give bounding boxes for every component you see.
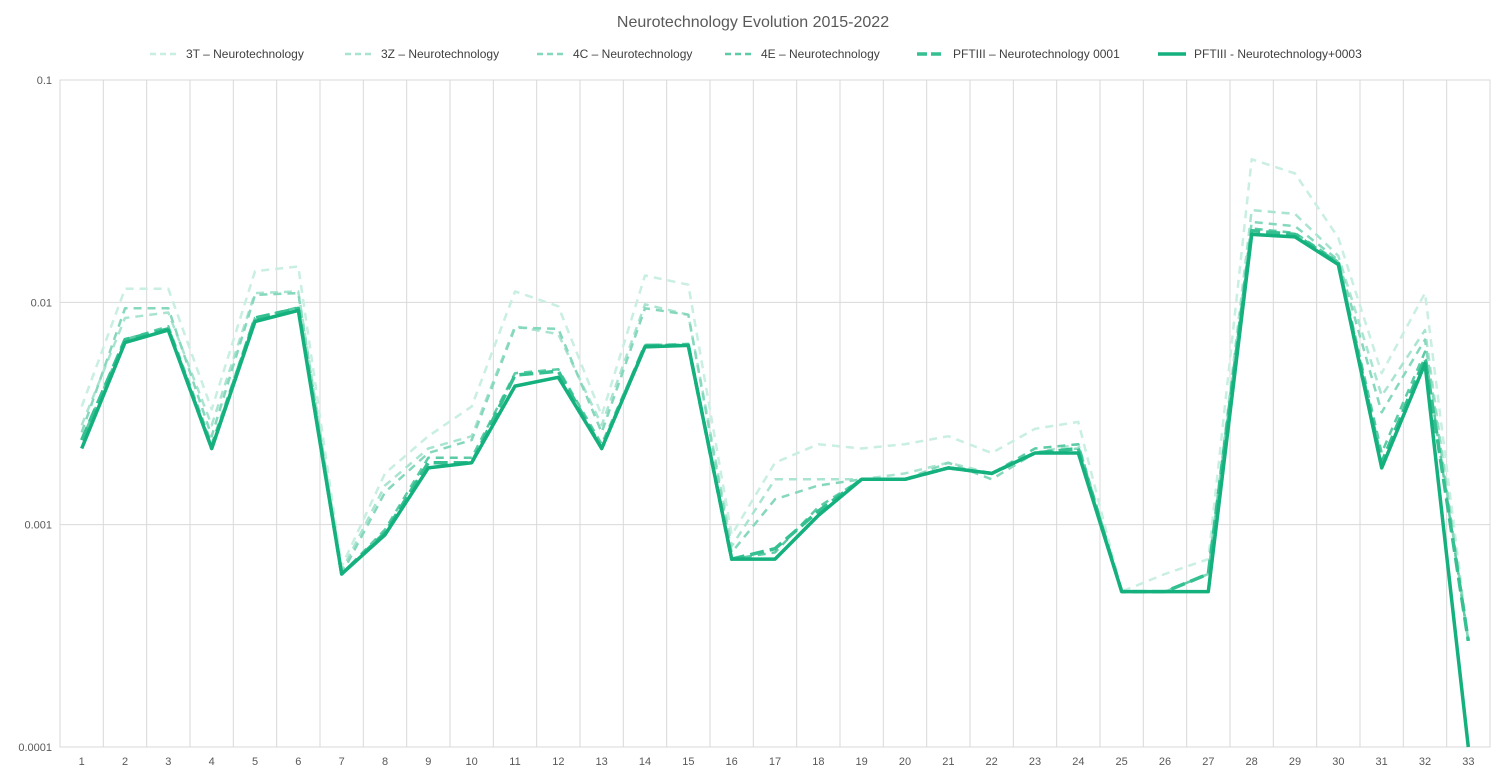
plot-grid	[59, 79, 1491, 748]
series-line	[80, 227, 1470, 642]
x-tick-label: 19	[856, 756, 868, 768]
x-tick-label: 23	[1029, 756, 1041, 768]
legend-item: 4E – Neurotechnology	[725, 47, 880, 61]
x-axis-ticks: 1 2 3 4 5 6 7 8 9 10 11 12 13 14 15 16 17 18 19 20 21 22 23 24 2…	[79, 756, 1475, 768]
legend-item: PFTIII - Neurotechnology+0003	[1158, 47, 1362, 61]
series-line	[80, 232, 1471, 748]
legend-label: 4C – Neurotechnology	[573, 47, 692, 61]
legend-label: PFTIII – Neurotechnology 0001	[953, 47, 1120, 61]
x-tick-label: 16	[726, 756, 738, 768]
y-tick-label: 0.01	[31, 297, 52, 309]
legend-label: 4E – Neurotechnology	[761, 47, 880, 61]
legend-item: 3T – Neurotechnology	[150, 47, 304, 61]
x-tick-label: 14	[639, 756, 651, 768]
series-line	[80, 208, 1470, 642]
x-tick-label: 13	[596, 756, 608, 768]
series-2	[80, 208, 1470, 642]
x-tick-label: 9	[425, 756, 431, 768]
series-line	[80, 220, 1470, 642]
x-tick-label: 28	[1246, 756, 1258, 768]
x-tick-label: 10	[466, 756, 478, 768]
x-tick-label: 5	[252, 756, 258, 768]
x-tick-label: 15	[682, 756, 694, 768]
series-6	[80, 232, 1471, 748]
chart-title: Neurotechnology Evolution 2015-2022	[617, 14, 889, 31]
x-tick-label: 30	[1332, 756, 1344, 768]
x-tick-label: 22	[986, 756, 998, 768]
series-4	[80, 227, 1470, 642]
x-tick-label: 31	[1376, 756, 1388, 768]
legend-label: 3Z – Neurotechnology	[381, 47, 499, 61]
x-tick-label: 33	[1462, 756, 1474, 768]
series-3	[80, 220, 1470, 642]
x-tick-label: 21	[942, 756, 954, 768]
x-tick-label: 4	[209, 756, 215, 768]
legend: 3T – Neurotechnology 3Z – Neurotechnology…	[150, 47, 1362, 61]
x-tick-label: 25	[1116, 756, 1128, 768]
series-1	[80, 158, 1470, 642]
legend-item: 3Z – Neurotechnology	[345, 47, 499, 61]
series-layer	[80, 158, 1471, 748]
x-tick-label: 29	[1289, 756, 1301, 768]
x-tick-label: 1	[79, 756, 85, 768]
legend-label: 3T – Neurotechnology	[186, 47, 304, 61]
y-tick-label: 0.001	[24, 520, 52, 532]
x-tick-label: 7	[339, 756, 345, 768]
x-tick-label: 6	[295, 756, 301, 768]
x-tick-label: 3	[165, 756, 171, 768]
legend-item: 4C – Neurotechnology	[537, 47, 692, 61]
x-tick-label: 17	[769, 756, 781, 768]
y-tick-label: 0.0001	[18, 742, 52, 754]
x-tick-label: 26	[1159, 756, 1171, 768]
x-tick-label: 32	[1419, 756, 1431, 768]
x-tick-label: 24	[1072, 756, 1084, 768]
y-axis-ticks: 0.0001 0.001 0.01 0.1	[18, 75, 52, 754]
plot-area-border	[59, 79, 1491, 748]
x-tick-label: 8	[382, 756, 388, 768]
x-tick-label: 12	[552, 756, 564, 768]
legend-item: PFTIII – Neurotechnology 0001	[917, 47, 1120, 61]
x-tick-label: 27	[1202, 756, 1214, 768]
legend-label: PFTIII - Neurotechnology+0003	[1194, 47, 1362, 61]
y-tick-label: 0.1	[37, 75, 52, 87]
series-line	[80, 158, 1470, 642]
x-tick-label: 11	[509, 756, 520, 768]
x-tick-label: 20	[899, 756, 911, 768]
x-tick-label: 2	[122, 756, 128, 768]
x-tick-label: 18	[812, 756, 824, 768]
